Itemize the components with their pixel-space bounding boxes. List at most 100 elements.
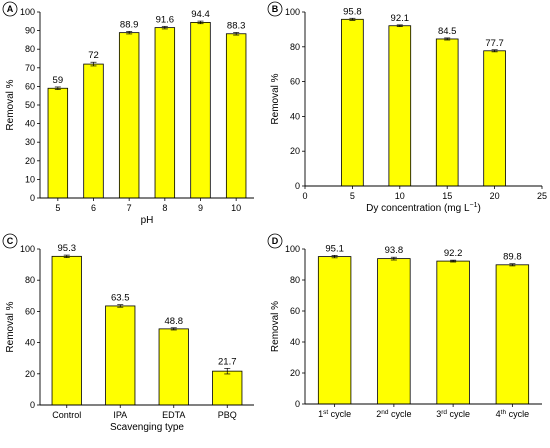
data-label: 77.7 — [485, 38, 504, 49]
x-tick-label: 8 — [162, 203, 167, 213]
data-label: 21.7 — [218, 356, 237, 367]
bar — [105, 305, 136, 406]
y-tick-label: 40 — [290, 111, 300, 121]
y-tick-label: 40 — [25, 119, 35, 129]
data-label: 95.1 — [325, 243, 344, 254]
data-label: 92.1 — [391, 13, 410, 24]
data-label: 92.2 — [444, 248, 463, 259]
data-label: 63.5 — [111, 293, 130, 304]
y-tick-label: 20 — [290, 146, 300, 156]
y-tick-label: 0 — [30, 193, 35, 203]
y-tick-label: 100 — [20, 244, 35, 254]
y-tick-label: 60 — [25, 81, 35, 91]
x-tick-label-ordinal: rd — [441, 409, 447, 416]
y-tick-label: 0 — [30, 400, 35, 410]
x-tick-label-suffix: cycle — [388, 409, 411, 419]
panel-badge-letter: B — [272, 4, 279, 14]
x-tick-label: 9 — [198, 203, 203, 213]
data-label: 72 — [88, 50, 99, 61]
x-tick-label: PBQ — [218, 410, 237, 420]
bar — [118, 32, 140, 199]
x-axis-label: Dy concentration (mg L−1) — [366, 202, 481, 214]
x-tick-label-ordinal: st — [323, 409, 328, 416]
x-axis-label-superscript: −1 — [470, 202, 478, 209]
x-tick-label: 6 — [91, 203, 96, 213]
y-tick-label: 50 — [25, 100, 35, 110]
y-tick-label: 100 — [285, 244, 300, 254]
x-tick-label: 7 — [127, 203, 132, 213]
data-label: 84.5 — [438, 26, 457, 37]
x-tick-label-suffix: cycle — [506, 409, 529, 419]
bar — [47, 87, 69, 199]
data-label: 88.9 — [120, 19, 139, 30]
panel-badge — [2, 233, 18, 249]
panel-badge — [267, 1, 283, 17]
bar — [388, 25, 412, 187]
panel-c-chart: 95.3 63.5 48.8 21.7 0 20 40 60 80 100 Control IPA ED… — [2, 233, 254, 433]
panel-b-chart: 95.8 92.1 84.5 77.7 0 20 40 60 80 100 0 5 10 15 20 25 Re… — [267, 1, 547, 214]
data-label: 59 — [53, 75, 64, 86]
y-tick-label: 0 — [295, 399, 300, 409]
x-tick-label: 10 — [231, 203, 241, 213]
y-tick-label: 60 — [25, 306, 35, 316]
x-axis-label-main: Dy concentration (mg L — [366, 203, 470, 214]
bar — [435, 38, 459, 187]
x-tick-label-ordinal: th — [501, 409, 507, 416]
y-tick-label: 20 — [290, 368, 300, 378]
bar — [317, 256, 352, 405]
x-tick-label: 20 — [490, 191, 500, 201]
y-tick-label: 80 — [25, 275, 35, 285]
x-tick-label: 1st cycle — [318, 409, 351, 419]
bar — [51, 255, 82, 406]
y-tick-label: 0 — [295, 181, 300, 191]
data-label: 91.6 — [156, 14, 175, 25]
x-tick-label: EDTA — [162, 410, 185, 420]
x-tick-label-number: 4 — [496, 409, 501, 419]
x-tick-label-number: 1 — [318, 409, 323, 419]
y-tick-label: 10 — [25, 174, 35, 184]
panel-badge — [267, 233, 283, 249]
bar — [377, 258, 411, 405]
bar — [190, 22, 211, 199]
y-tick-label: 90 — [25, 26, 35, 36]
bar — [154, 27, 176, 199]
bar — [225, 33, 247, 199]
panel-badge-letter: A — [7, 4, 14, 14]
bar — [495, 264, 530, 405]
x-tick-label: 25 — [537, 191, 547, 201]
y-tick-label: 40 — [25, 338, 35, 348]
y-axis-label: Removal % — [5, 79, 16, 130]
y-tick-label: 60 — [290, 306, 300, 316]
data-label: 89.8 — [503, 252, 522, 263]
x-tick-label: 2nd cycle — [376, 409, 411, 419]
x-tick-label-number: 2 — [376, 409, 381, 419]
x-axis-label-main: pH — [141, 215, 154, 226]
x-tick-label: 5 — [55, 203, 60, 213]
bar — [341, 18, 364, 187]
y-tick-label: 40 — [290, 337, 300, 347]
x-axis-label: pH — [141, 215, 154, 226]
x-tick-label: 4th cycle — [496, 409, 529, 419]
data-label: 88.3 — [227, 20, 246, 31]
y-tick-label: 30 — [25, 137, 35, 147]
panel-badge-letter: D — [272, 236, 279, 246]
panel-badge — [2, 1, 18, 17]
x-tick-label: 15 — [442, 191, 452, 201]
bar — [436, 260, 470, 405]
y-tick-label: 60 — [290, 77, 300, 87]
x-axis-label-main: Scavenging type — [110, 422, 184, 433]
y-tick-label: 20 — [25, 156, 35, 166]
y-tick-label: 80 — [290, 275, 300, 285]
bar — [158, 328, 189, 406]
x-tick-label-suffix: cycle — [328, 409, 351, 419]
bar — [483, 50, 506, 187]
y-tick-label: 100 — [285, 7, 300, 17]
y-tick-label: 20 — [25, 369, 35, 379]
data-label: 95.3 — [58, 243, 77, 254]
bar — [212, 370, 243, 406]
x-tick-label-number: 3 — [436, 409, 441, 419]
data-label: 94.4 — [191, 9, 210, 20]
x-tick-label: 3rd cycle — [436, 409, 470, 419]
y-axis-label: Removal % — [5, 301, 16, 352]
y-axis-label: Removal % — [270, 73, 281, 124]
